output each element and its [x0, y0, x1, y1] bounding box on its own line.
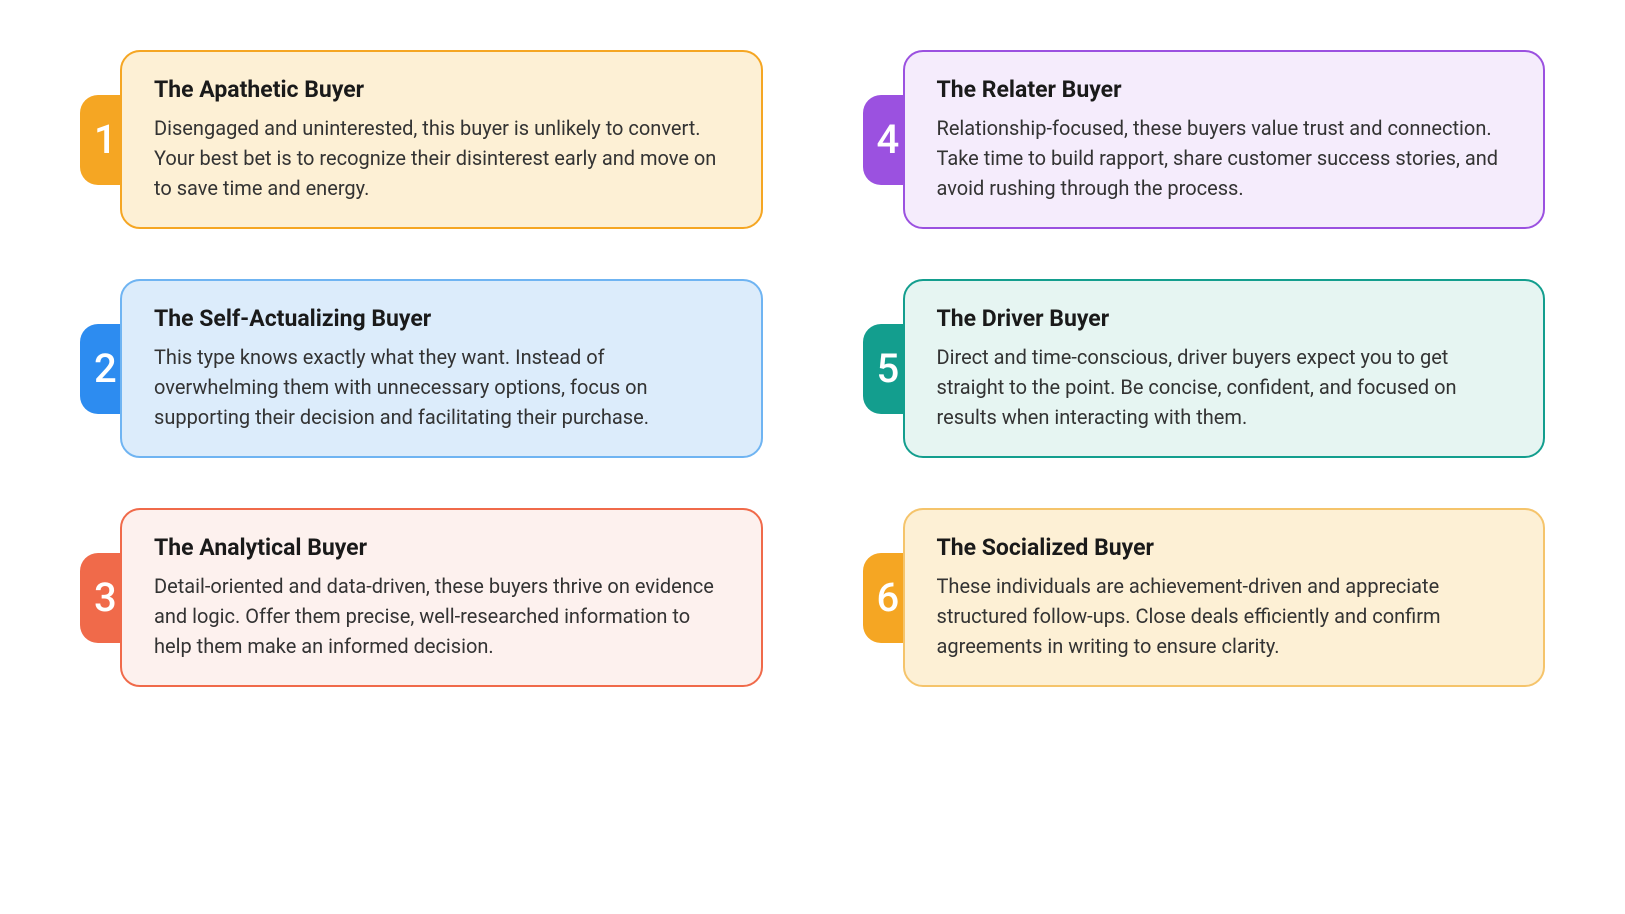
card-analytical-buyer: 3 The Analytical Buyer Detail-oriented a…	[80, 508, 763, 687]
card-title: The Socialized Buyer	[937, 534, 1512, 561]
card-description: Detail-oriented and data-driven, these b…	[154, 571, 729, 661]
card-body: The Analytical Buyer Detail-oriented and…	[120, 508, 763, 687]
card-self-actualizing-buyer: 2 The Self-Actualizing Buyer This type k…	[80, 279, 763, 458]
card-description: Direct and time-conscious, driver buyers…	[937, 342, 1512, 432]
card-apathetic-buyer: 1 The Apathetic Buyer Disengaged and uni…	[80, 50, 763, 229]
card-body: The Apathetic Buyer Disengaged and unint…	[120, 50, 763, 229]
card-title: The Driver Buyer	[937, 305, 1512, 332]
card-body: The Driver Buyer Direct and time-conscio…	[903, 279, 1546, 458]
card-title: The Analytical Buyer	[154, 534, 729, 561]
card-description: Disengaged and uninterested, this buyer …	[154, 113, 729, 203]
card-driver-buyer: 5 The Driver Buyer Direct and time-consc…	[863, 279, 1546, 458]
buyer-types-grid: 1 The Apathetic Buyer Disengaged and uni…	[80, 50, 1545, 687]
card-description: This type knows exactly what they want. …	[154, 342, 729, 432]
card-title: The Apathetic Buyer	[154, 76, 729, 103]
card-title: The Self-Actualizing Buyer	[154, 305, 729, 332]
card-socialized-buyer: 6 The Socialized Buyer These individuals…	[863, 508, 1546, 687]
card-title: The Relater Buyer	[937, 76, 1512, 103]
card-body: The Self-Actualizing Buyer This type kno…	[120, 279, 763, 458]
card-relater-buyer: 4 The Relater Buyer Relationship-focused…	[863, 50, 1546, 229]
card-description: Relationship-focused, these buyers value…	[937, 113, 1512, 203]
card-body: The Relater Buyer Relationship-focused, …	[903, 50, 1546, 229]
card-description: These individuals are achievement-driven…	[937, 571, 1512, 661]
card-body: The Socialized Buyer These individuals a…	[903, 508, 1546, 687]
